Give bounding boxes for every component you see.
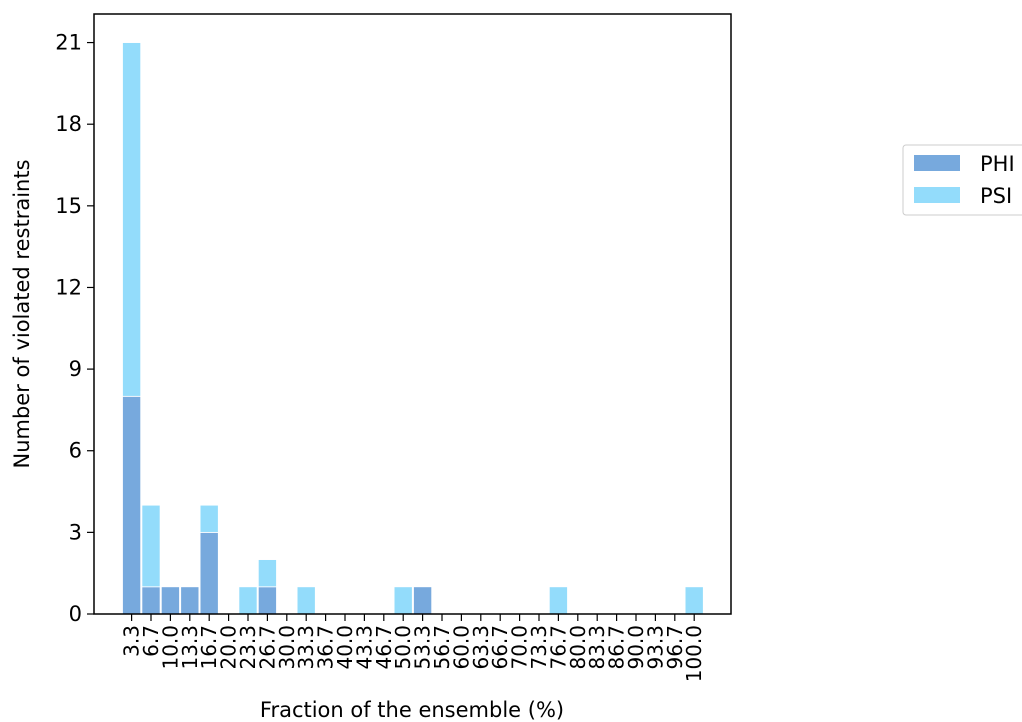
x-tick-label: 96.7	[663, 625, 687, 670]
x-tick-label: 86.7	[605, 625, 629, 670]
legend-label-psi: PSI	[980, 184, 1012, 208]
y-tick-label: 6	[69, 439, 82, 463]
y-axis: 0 3 6 9 12 15 18 21	[55, 31, 94, 626]
plot-frame	[93, 13, 732, 615]
x-tick-label: 26.7	[255, 625, 279, 670]
bar-phi-53.3	[413, 586, 433, 615]
bar-phi-26.7	[257, 586, 277, 615]
bar-psi-33.3	[296, 586, 316, 615]
x-tick-label: 100.0	[682, 625, 706, 682]
y-tick-label: 15	[55, 194, 82, 218]
x-tick-label: 90.0	[624, 625, 648, 670]
x-tick-label: 46.7	[372, 625, 396, 670]
x-tick-label: 10.0	[158, 625, 182, 670]
bar-phi-13.3	[180, 586, 200, 615]
bar-phi-6.7	[141, 586, 161, 615]
x-tick-label: 20.0	[217, 625, 241, 670]
y-tick-label: 18	[55, 112, 82, 136]
bars-layer	[122, 42, 704, 615]
bar-phi-16.7	[199, 531, 219, 615]
x-tick-label: 56.7	[430, 625, 454, 670]
x-tick-label: 53.3	[411, 625, 435, 670]
y-tick-label: 0	[69, 602, 82, 626]
x-tick-label: 76.7	[546, 625, 570, 670]
bar-phi-3.3	[122, 395, 142, 615]
x-axis: 3.36.710.013.316.720.023.326.730.033.336…	[120, 614, 706, 682]
x-tick-label: 50.0	[391, 625, 415, 670]
bar-phi-10.0	[160, 586, 180, 615]
bar-psi-23.3	[238, 586, 258, 615]
bar-psi-26.7	[257, 559, 277, 588]
bar-psi-50.0	[393, 586, 413, 615]
x-tick-label: 3.3	[120, 625, 144, 657]
y-tick-label: 3	[69, 520, 82, 544]
legend-swatch-phi	[914, 155, 960, 171]
x-tick-label: 13.3	[178, 625, 202, 670]
y-tick-label: 21	[55, 31, 82, 55]
legend-swatch-psi	[914, 187, 960, 203]
legend-label-phi: PHI	[980, 152, 1015, 176]
x-tick-label: 36.7	[314, 625, 338, 670]
x-tick-label: 70.0	[508, 625, 532, 670]
legend: PHI PSI	[902, 144, 1022, 216]
x-tick-label: 66.7	[488, 625, 512, 670]
x-tick-label: 73.3	[527, 625, 551, 670]
y-tick-label: 12	[55, 275, 82, 299]
bar-psi-16.7	[199, 504, 219, 533]
bar-psi-76.7	[548, 586, 568, 615]
x-tick-label: 43.3	[352, 625, 376, 670]
x-tick-label: 16.7	[197, 625, 221, 670]
y-tick-label: 9	[69, 357, 82, 381]
x-tick-label: 80.0	[566, 625, 590, 670]
bar-psi-6.7	[141, 504, 161, 588]
x-axis-label: Fraction of the ensemble (%)	[260, 698, 564, 722]
bar-psi-100.0	[684, 586, 704, 615]
x-tick-label: 33.3	[294, 625, 318, 670]
y-axis-label: Number of violated restraints	[10, 159, 34, 468]
x-tick-label: 60.0	[449, 625, 473, 670]
x-tick-label: 40.0	[333, 625, 357, 670]
x-tick-label: 23.3	[236, 625, 260, 670]
x-tick-label: 30.0	[275, 625, 299, 670]
x-tick-label: 93.3	[643, 625, 667, 670]
x-tick-label: 83.3	[585, 625, 609, 670]
bar-psi-3.3	[122, 42, 142, 397]
x-tick-label: 6.7	[139, 625, 163, 657]
x-tick-label: 63.3	[469, 625, 493, 670]
